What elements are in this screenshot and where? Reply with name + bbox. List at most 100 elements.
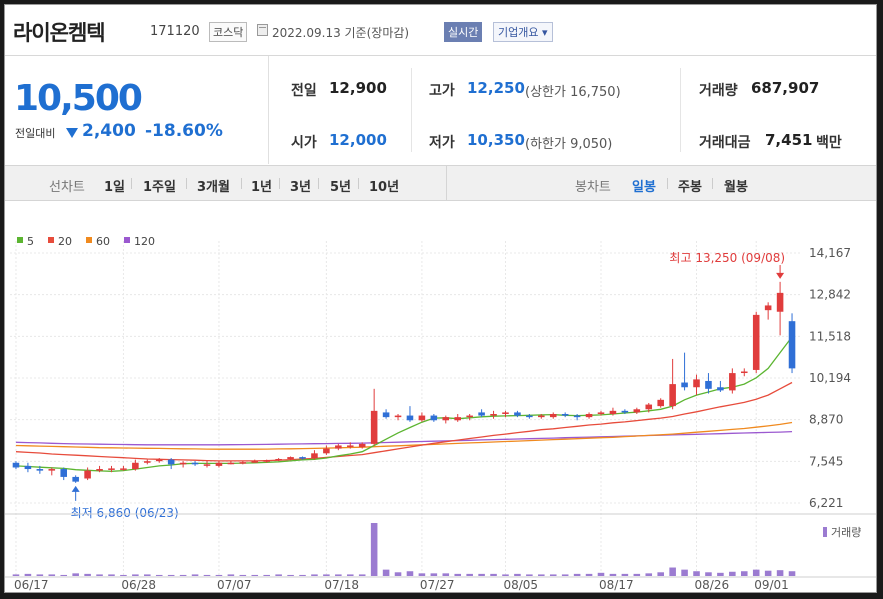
candle-body <box>418 415 426 421</box>
range-1d[interactable]: 1일 <box>104 180 126 195</box>
volume-bar <box>514 573 521 576</box>
range-10y[interactable]: 10년 <box>369 180 400 195</box>
candle-body <box>263 460 270 462</box>
price-panel: 10,500 전일대비 2,400 -18.60% <box>5 56 269 164</box>
prev-close-value: 12,900 <box>329 79 387 97</box>
volume-bar <box>740 571 748 576</box>
volume-bar <box>275 574 282 576</box>
candle-body <box>179 462 187 465</box>
lower-limit: (하한가 9,050) <box>525 137 613 152</box>
candle-body <box>370 410 378 444</box>
candle-body <box>275 458 282 461</box>
legend-label: 5 <box>27 235 34 248</box>
divider <box>241 178 242 189</box>
candle-body <box>48 469 56 471</box>
volume-bar <box>406 571 414 576</box>
volume-bar <box>394 572 402 576</box>
down-triangle-icon <box>66 128 78 138</box>
divider <box>358 178 359 189</box>
candle-body <box>454 417 462 421</box>
candle-body <box>442 417 450 421</box>
high-arrow-head <box>776 272 785 279</box>
y-tick-label: 14,167 <box>809 246 851 260</box>
candle-body <box>394 415 402 418</box>
low-label: 저가 <box>429 135 455 151</box>
volume-bar <box>358 574 366 576</box>
range-5y[interactable]: 5년 <box>330 180 352 195</box>
candle-body <box>406 415 414 421</box>
candle-body <box>239 462 247 464</box>
volume-bar <box>144 574 151 576</box>
volume-bar <box>132 574 139 576</box>
volume-bar <box>705 572 712 576</box>
candle-monthly[interactable]: 월봉 <box>724 180 748 195</box>
candle-body <box>597 412 605 414</box>
volume-bar <box>108 574 115 576</box>
volume-bar <box>752 569 760 576</box>
divider <box>131 178 132 189</box>
volume-bar <box>776 570 784 576</box>
volume-bar <box>621 573 629 576</box>
volume-bar <box>454 573 462 576</box>
divider <box>411 68 412 152</box>
range-3y[interactable]: 3년 <box>290 180 312 195</box>
divider <box>186 178 187 189</box>
candle-body <box>752 314 760 370</box>
line-chart-label: 선차트 <box>49 180 85 195</box>
volume-bar <box>335 574 342 576</box>
candle-body <box>12 462 20 468</box>
price-change: 2,400 <box>82 121 136 141</box>
candle-body <box>430 415 438 421</box>
candle-body <box>132 462 139 470</box>
candle-body <box>609 410 617 414</box>
range-1w[interactable]: 1주일 <box>143 180 176 195</box>
divider <box>446 166 447 200</box>
volume-bar <box>478 573 485 576</box>
range-1y[interactable]: 1년 <box>251 180 273 195</box>
volume-bar <box>48 574 56 576</box>
volume-bar <box>502 574 509 576</box>
volume-bar <box>382 569 390 576</box>
company-name: 라이온켐텍 <box>13 21 106 45</box>
chart-toolbar: 선차트 1일 1주일 3개월 1년 3년 5년 10년 봉차트 일봉 주봉 월봉 <box>5 165 876 201</box>
candle-body <box>299 457 306 459</box>
volume-value: 687,907 <box>751 79 820 97</box>
divider <box>279 178 280 189</box>
base-date: 2022.09.13 기준(장마감) <box>272 26 410 40</box>
volume-bar <box>96 574 103 576</box>
company-info-dropdown[interactable]: 기업개요 ▾ <box>493 22 553 42</box>
candle-body <box>549 413 557 418</box>
candle-body <box>466 415 473 418</box>
candle-body <box>251 461 259 463</box>
volume-bar <box>681 569 688 576</box>
prev-close-label: 전일 <box>291 83 317 99</box>
volume-bar <box>311 574 318 576</box>
volume-bar <box>657 572 664 576</box>
divider <box>318 178 319 189</box>
stock-widget: 라이온켐텍 171120 코스닥 2022.09.13 기준(장마감) 실시간 … <box>4 4 877 593</box>
candle-body <box>788 321 796 369</box>
candle-body <box>358 443 366 448</box>
volume-bar <box>167 574 175 576</box>
candle-daily[interactable]: 일봉 <box>632 180 656 195</box>
candle-body <box>490 413 497 416</box>
candle-body <box>382 412 390 418</box>
y-tick-label: 7,545 <box>809 454 843 468</box>
candle-weekly[interactable]: 주봉 <box>678 180 702 195</box>
range-3m[interactable]: 3개월 <box>197 180 230 195</box>
volume-legend-label: 거래량 <box>831 526 861 539</box>
candle-body <box>144 461 151 463</box>
current-price: 10,500 <box>14 78 143 119</box>
volume-bar <box>215 574 223 576</box>
price-chart[interactable]: 14,167 12,842 11,518 10,194 8,870 7,545 6,221 5… <box>5 201 876 592</box>
realtime-button[interactable]: 실시간 <box>444 22 483 42</box>
divider <box>667 178 668 189</box>
low-value: 10,350 <box>467 131 525 149</box>
legend-swatch <box>48 237 54 243</box>
candle-body <box>585 413 593 418</box>
volume-bar <box>526 574 533 576</box>
ma60-line <box>15 421 793 450</box>
candle-body <box>60 469 68 477</box>
volume-bar <box>717 572 724 576</box>
y-tick-label: 12,842 <box>809 288 851 302</box>
